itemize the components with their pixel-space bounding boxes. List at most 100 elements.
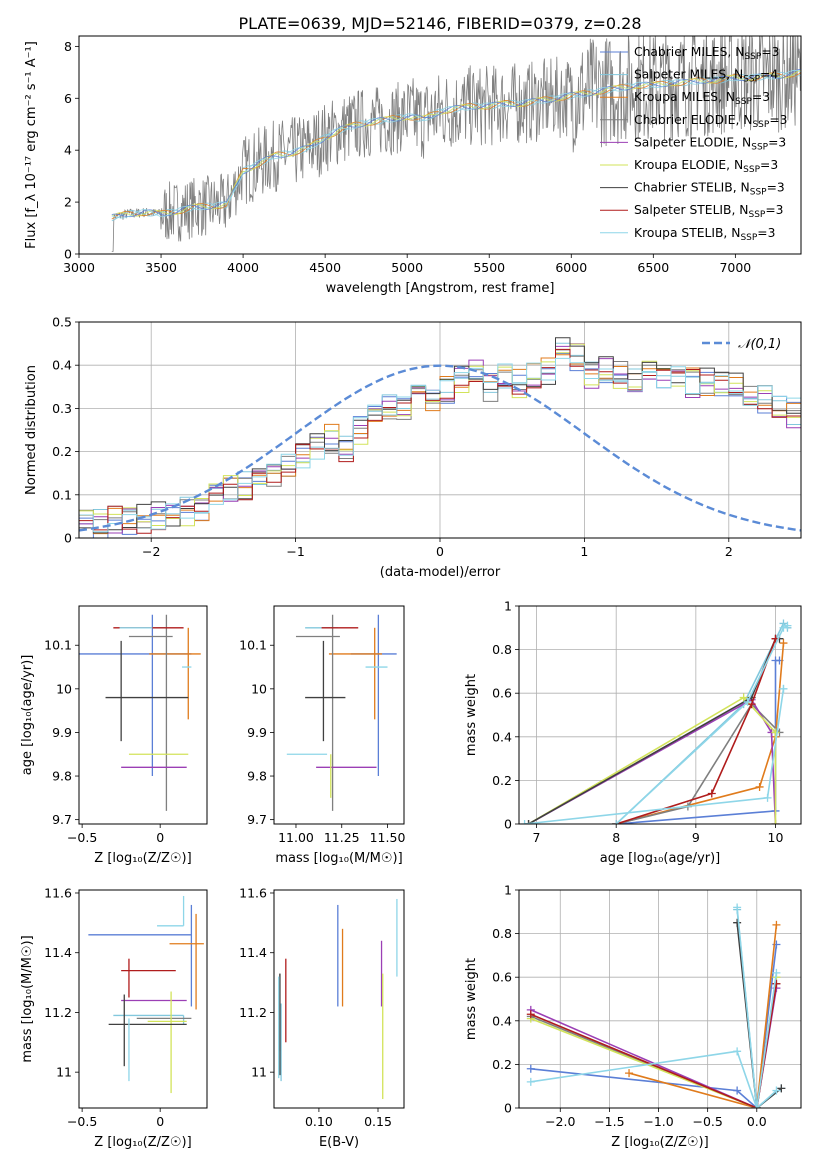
plus-marker (771, 820, 780, 824)
plus-marker (779, 639, 788, 648)
y-tick-label: 6 (64, 91, 72, 106)
legend-entry: Salpeter MILES, NSSP=4 (634, 68, 778, 85)
errorbar-point (105, 640, 189, 742)
legend-label: Kroupa ELODIE, N (634, 158, 743, 172)
y-tick-label: 11.6 (44, 885, 72, 900)
weight-vs-Z-axes: −2.0 −1.5 −1.0 −0.5 0.0 0 0.2 0.4 0.6 0.8 1 Z [log₁… (464, 883, 802, 1150)
legend-entry: Salpeter ELODIE, NSSP=3 (634, 135, 786, 152)
y-tick-label: 0.5 (52, 315, 72, 330)
plus-marker (733, 918, 742, 927)
plus-marker (772, 979, 781, 988)
x-tick-label: 11.00 (278, 830, 314, 845)
y-tick-label: 11.2 (44, 1005, 72, 1020)
legend-sub: SSP (743, 75, 760, 85)
x-axis-label: age [log₁₀(age/yr)] (600, 851, 721, 866)
y-tick-label: 0 (64, 531, 72, 546)
x-tick-label: 2 (725, 544, 733, 559)
legend-entry: Kroupa ELODIE, NSSP=3 (634, 158, 778, 175)
y-tick-label: 11.4 (44, 945, 72, 960)
plus-marker (739, 693, 748, 702)
y-tick-label: 11.2 (239, 1005, 267, 1020)
legend-sub: SSP (751, 142, 768, 152)
axes-frame (78, 605, 208, 825)
legend-sub: SSP (749, 210, 766, 220)
y-tick-label: 11.4 (239, 945, 267, 960)
plus-marker (783, 621, 792, 630)
x-tick-label: 1 (580, 544, 588, 559)
histogram-step (79, 348, 801, 534)
y-tick-label: 9.7 (247, 812, 267, 827)
weight-vs-age-marks (520, 619, 792, 824)
weight-series-line (616, 702, 781, 824)
plus-marker (772, 1086, 781, 1095)
y-tick-label: 11.6 (239, 885, 267, 900)
y-tick-label: 9.9 (52, 725, 72, 740)
legend-entry: Salpeter STELIB, NSSP=3 (634, 203, 784, 220)
errorbar-point (121, 958, 176, 998)
residuals-marks (79, 337, 801, 538)
x-tick-label: −1.0 (643, 1114, 673, 1129)
mass-vs-Z-marks (88, 895, 204, 1094)
x-tick-label: 4500 (309, 260, 341, 275)
y-tick-label: 0.6 (492, 970, 512, 985)
plus-marker (779, 684, 788, 693)
plus-marker (772, 920, 781, 929)
y-tick-label: 0.4 (492, 729, 512, 744)
y-tick-label: 0.2 (492, 773, 512, 788)
legend-label: Kroupa MILES, N (634, 90, 735, 104)
errorbar-point (305, 640, 346, 742)
x-axis-label: Z [log₁₀(Z/Z☉)] (94, 851, 191, 866)
y-tick-label: 0.2 (492, 1057, 512, 1072)
y-tick-label: 4 (64, 143, 72, 158)
y-tick-label: 2 (64, 195, 72, 210)
y-axis-label: age [log₁₀(age/yr)] (20, 655, 35, 776)
legend-tail: =3 (757, 226, 775, 240)
x-tick-label: 0.0 (747, 1114, 767, 1129)
mass-vs-Z-axes: −0.5 0 11 11.2 11.4 11.6 Z [log₁₀(Z/Z☉)] mass [… (20, 885, 208, 1150)
mass-vs-ebv-marks (278, 898, 398, 1100)
legend-sub: SSP (750, 188, 767, 198)
x-tick-label: 7000 (719, 260, 751, 275)
plus-marker (772, 968, 781, 977)
y-tick-label: 0 (64, 247, 72, 262)
y-tick-label: 10 (56, 681, 72, 696)
y-axis-label: Normed distribution (24, 365, 39, 495)
axes-frame (518, 889, 802, 1109)
y-tick-label: 0.4 (492, 1013, 512, 1028)
x-tick-label: 0 (156, 830, 164, 845)
age-vs-Z-axes: −0.5 0 9.7 9.8 9.9 10 10.1 Z [log₁₀(Z/Z☉)] age [… (20, 605, 208, 866)
x-tick-label: 0.15 (364, 1114, 392, 1129)
weight-series-line (528, 637, 780, 824)
y-tick-label: 8 (64, 39, 72, 54)
normal-legend-label: 𝒩(0,1) (738, 337, 781, 352)
x-tick-label: −0.5 (67, 830, 97, 845)
y-tick-label: 10.1 (44, 638, 72, 653)
weight-vs-age-axes: 7 8 9 10 0 0.2 0.4 0.6 0.8 1 age [log₁₀(age/yr)] ma… (464, 599, 802, 866)
x-tick-label: −2.0 (545, 1114, 575, 1129)
axes-frame (78, 889, 208, 1109)
y-tick-label: 11 (56, 1065, 72, 1080)
y-tick-label: 0 (504, 1101, 512, 1116)
plus-marker (612, 820, 621, 824)
spectrum-model-line (111, 72, 801, 220)
weight-series-line (528, 698, 777, 824)
y-tick-label: 0.8 (492, 926, 512, 941)
plus-marker (771, 728, 780, 737)
axes-frame (518, 605, 802, 825)
x-tick-label: 8 (612, 830, 620, 845)
x-tick-label: 4000 (227, 260, 259, 275)
y-tick-label: 0.3 (52, 401, 72, 416)
weight-series-line (530, 944, 778, 1108)
plus-marker (743, 697, 752, 706)
legend-tail: =3 (761, 45, 779, 59)
x-tick-label: 0 (156, 1114, 164, 1129)
figure-title: PLATE=0639, MJD=52146, FIBERID=0379, z=0… (238, 14, 641, 33)
y-tick-label: 0 (504, 817, 512, 832)
x-tick-label: 6000 (555, 260, 587, 275)
y-tick-label: 9.8 (247, 769, 267, 784)
x-axis-label: (data-model)/error (380, 565, 501, 580)
y-tick-label: 9.9 (247, 725, 267, 740)
errorbar-point (108, 994, 187, 1067)
y-axis-label: mass weight (464, 958, 479, 1040)
x-tick-label: 7 (533, 830, 541, 845)
